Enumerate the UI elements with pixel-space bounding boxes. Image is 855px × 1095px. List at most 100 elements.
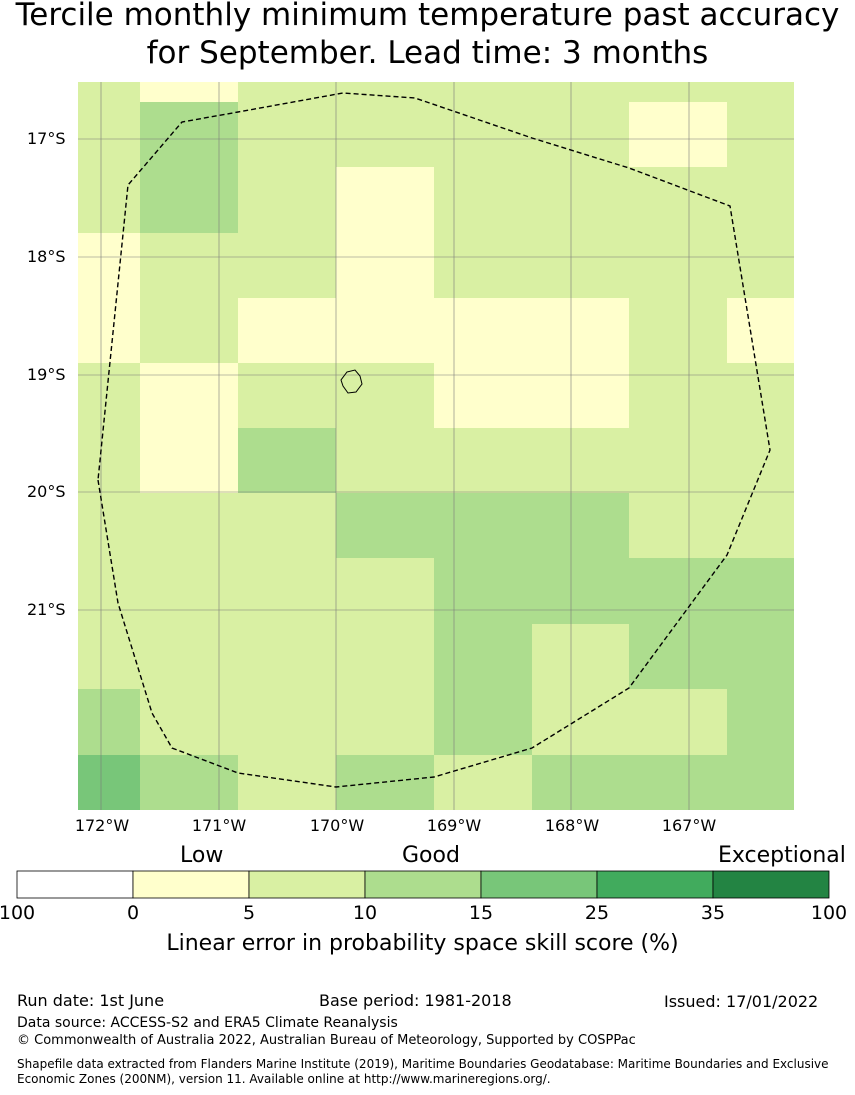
grid-cell (629, 493, 727, 558)
grid-cell (434, 558, 532, 624)
grid-cell (140, 363, 238, 428)
grid-cell (727, 493, 794, 558)
shapefile-credit: Shapefile data extracted from Flanders M… (17, 1057, 829, 1086)
grid-cell (727, 689, 794, 755)
grid-cell (140, 102, 238, 167)
grid-cell (629, 363, 727, 428)
lon-label-171w: 171°W (191, 816, 247, 835)
grid-cell (434, 624, 532, 689)
lon-label-172w: 172°W (74, 816, 130, 835)
grid-cell (532, 624, 629, 689)
grid-cell (238, 167, 336, 233)
grid-cell (78, 493, 140, 558)
grid-cell (629, 233, 727, 298)
grid-cell (629, 428, 727, 493)
grid-cell (629, 689, 727, 755)
colorbar-tick-100: 100 (810, 902, 848, 924)
grid-cell (629, 82, 727, 102)
grid-cell (434, 689, 532, 755)
grid-cell (140, 624, 238, 689)
colorbar-tick-0: 0 (126, 902, 140, 924)
grid-cell (532, 82, 629, 102)
lon-label-167w: 167°W (661, 816, 717, 835)
grid-cell (238, 755, 336, 810)
grid-cell (727, 428, 794, 493)
colorbar-tick-neg100: 100 (0, 902, 36, 924)
run-date: Run date: 1st June (17, 991, 165, 1010)
grid-cell (727, 298, 794, 363)
grid-cell (629, 558, 727, 624)
grid-cell (140, 82, 238, 102)
grid-cell (238, 428, 336, 493)
eez-boundary (97, 92, 771, 788)
grid-cell (78, 167, 140, 233)
grid-cell (78, 624, 140, 689)
grid-cell (78, 428, 140, 493)
lon-label-168w: 168°W (544, 816, 600, 835)
colorbar-label-good: Good (402, 843, 460, 868)
colorbar-tick-35: 35 (700, 902, 726, 924)
grid-cell (336, 624, 434, 689)
grid-cell (727, 624, 794, 689)
grid-cell (140, 428, 238, 493)
colorbar-segment (16, 870, 134, 899)
grid-cell (78, 102, 140, 167)
grid-cell (532, 755, 629, 810)
grid-cell (532, 233, 629, 298)
island-outline (340, 369, 363, 394)
grid-cell (78, 233, 140, 298)
chart-title: Tercile monthly minimum temperature past… (15, 0, 840, 71)
lat-label-20s: 20°S (27, 482, 66, 501)
grid-cell (532, 493, 629, 558)
lat-label-21s: 21°S (27, 600, 66, 619)
colorbar-segment (712, 870, 830, 899)
lon-label-169w: 169°W (426, 816, 482, 835)
grid-cell (336, 363, 434, 428)
copyright: © Commonwealth of Australia 2022, Austra… (17, 1033, 636, 1048)
grid-cell (78, 558, 140, 624)
colorbar-segment (364, 870, 482, 899)
grid-cell (140, 493, 238, 558)
grid-cell (336, 428, 434, 493)
grid-cell (434, 428, 532, 493)
grid-cell (532, 167, 629, 233)
grid-cell (78, 689, 140, 755)
issued-date: Issued: 17/01/2022 (664, 992, 819, 1011)
grid-cell (238, 624, 336, 689)
grid-cell (238, 102, 336, 167)
grid-cell (434, 493, 532, 558)
grid-cell (238, 363, 336, 428)
skill-map (78, 82, 794, 810)
grid-cell (532, 558, 629, 624)
grid-cell (238, 493, 336, 558)
grid-cell (434, 298, 532, 363)
grid-cell (336, 167, 434, 233)
colorbar-segment (480, 870, 598, 899)
grid-cell (532, 363, 629, 428)
grid-cell (140, 755, 238, 810)
lat-label-18s: 18°S (27, 247, 66, 266)
grid-cells (78, 82, 794, 810)
colorbar-tick-5: 5 (242, 902, 256, 924)
colorbar-segment (132, 870, 250, 899)
lat-label-17s: 17°S (27, 129, 66, 148)
colorbar-tick-15: 15 (468, 902, 494, 924)
grid-cell (434, 363, 532, 428)
grid-cell (336, 298, 434, 363)
grid-cell (336, 689, 434, 755)
base-period: Base period: 1981-2018 (319, 991, 512, 1010)
colorbar-segment (248, 870, 366, 899)
grid-cell (140, 167, 238, 233)
grid-cell (78, 298, 140, 363)
grid-cell (629, 102, 727, 167)
grid-cell (727, 167, 794, 233)
grid-cell (140, 298, 238, 363)
grid-cell (629, 755, 727, 810)
grid-cell (532, 102, 629, 167)
grid-cell (532, 298, 629, 363)
grid-cell (78, 755, 140, 810)
grid-cell (140, 689, 238, 755)
grid-cell (434, 167, 532, 233)
grid-cell (434, 755, 532, 810)
grid-cell (434, 233, 532, 298)
